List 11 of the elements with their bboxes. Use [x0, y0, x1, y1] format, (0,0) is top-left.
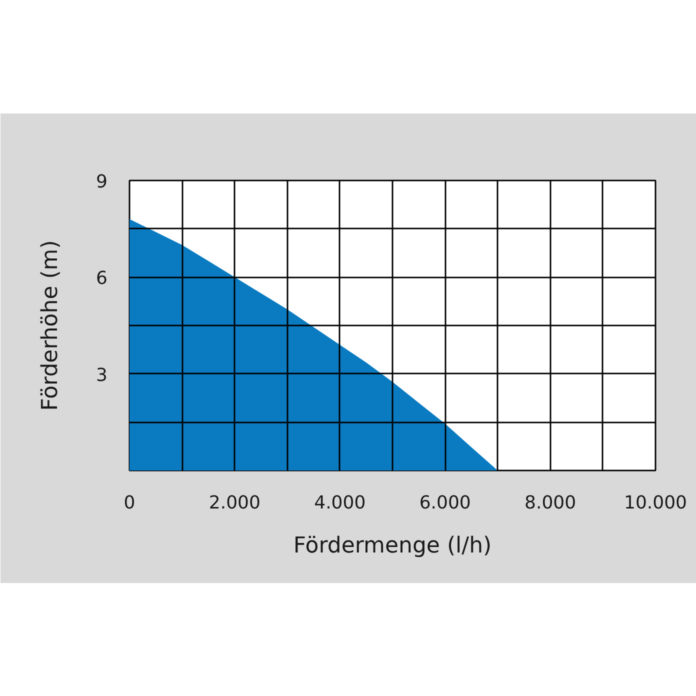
y-tick-label: 3	[96, 364, 108, 386]
x-tick-label: 2.000	[208, 492, 260, 514]
y-tick-label: 9	[96, 172, 108, 192]
x-axis-title: Fördermenge (l/h)	[293, 534, 492, 558]
x-tick-label: 10.000	[624, 492, 687, 514]
x-tick-label: 0	[124, 492, 136, 514]
x-tick-label: 8.000	[524, 492, 576, 514]
y-tick-label: 6	[96, 268, 108, 290]
x-tick-label: 6.000	[419, 492, 471, 514]
y-axis-title: Förderhöhe (m)	[38, 240, 64, 411]
x-tick-label: 4.000	[314, 492, 366, 514]
